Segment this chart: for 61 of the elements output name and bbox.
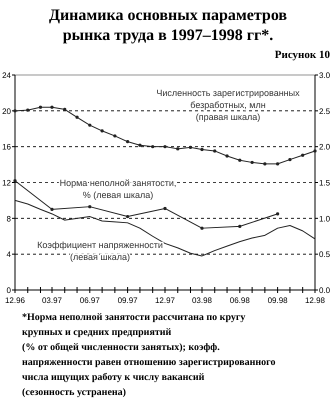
point <box>238 158 242 162</box>
x-tick-label: 12.97 <box>154 296 176 305</box>
point <box>100 129 104 132</box>
x-tick-label: 09.97 <box>118 296 138 305</box>
point <box>176 147 180 150</box>
point <box>151 145 154 148</box>
series-label: Норма неполной занятости, % (левая шкала) <box>60 178 176 200</box>
text: *Норма неполной занятости рассчитана по кругу крупных и средних предприятий (% от общей численности занятых); коэфф. напряженности равен отношению зарегистрированного числа ищущих работу к числу вакансий (сезонность устранена) <box>22 312 276 398</box>
y2-tick-label: 2.0 <box>319 142 331 152</box>
y-tick-label: 0 <box>6 286 12 295</box>
y-tick-label: 4 <box>6 250 12 260</box>
point <box>163 145 167 148</box>
point <box>225 154 229 158</box>
point <box>88 124 92 127</box>
point <box>250 160 254 164</box>
x-tick-label: 09.98 <box>268 296 288 305</box>
y-tick-label: 20 <box>2 106 12 116</box>
y-tick-label: 24 <box>2 71 12 80</box>
y2-tick-label: 0.0 <box>319 286 331 295</box>
point <box>276 162 280 166</box>
y2-tick-label: 0.5 <box>319 250 331 260</box>
point <box>163 206 167 210</box>
chart-subtitle: Рисунок 10 <box>274 49 330 61</box>
y-tick-label: 12 <box>2 178 12 188</box>
x-tick-label: 12.96 <box>4 296 26 305</box>
point <box>50 106 54 109</box>
y2-tick-label: 2.5 <box>319 106 331 116</box>
point <box>288 158 292 162</box>
x-tick-label: 03.98 <box>192 296 213 305</box>
point <box>26 108 30 112</box>
point <box>313 149 317 153</box>
point <box>200 148 204 152</box>
point <box>301 154 304 157</box>
y2-tick-label: 3.0 <box>319 71 331 80</box>
point <box>126 214 130 218</box>
y-tick-label: 8 <box>6 214 12 224</box>
point <box>200 226 204 230</box>
point <box>188 146 192 149</box>
x-tick-label: 12.98 <box>304 296 326 305</box>
point <box>263 162 266 166</box>
y-tick-label: 16 <box>2 142 12 152</box>
x-tick-label: 06.97 <box>80 296 100 305</box>
point <box>276 212 280 216</box>
point <box>238 224 242 228</box>
point <box>138 144 142 147</box>
point <box>126 140 130 144</box>
point <box>13 179 17 182</box>
y2-tick-label: 1.0 <box>319 214 331 224</box>
x-tick-label: 06.98 <box>230 296 250 305</box>
y2-tick-label: 1.5 <box>319 178 331 188</box>
series-label: Коэффициент напряженности (левая шкала) <box>37 240 163 262</box>
chart-title: Динамика основных параметров рынка труда в 1997–1998 гг*. <box>48 7 288 44</box>
point <box>113 134 116 138</box>
point <box>63 108 66 111</box>
point <box>88 205 92 208</box>
point <box>50 208 54 211</box>
x-tick-label: 03.97 <box>42 296 63 305</box>
point <box>38 106 42 109</box>
text: Численность зарегистрированных безработных, млн (правая шкала) <box>156 88 300 122</box>
point <box>75 116 79 119</box>
point <box>213 149 216 153</box>
